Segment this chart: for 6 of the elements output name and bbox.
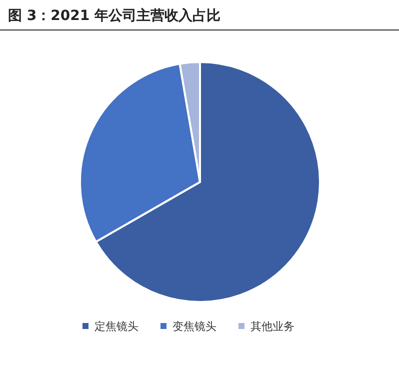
legend-label: 变焦镜头: [172, 320, 216, 333]
chart-title: 图 3：2021 年公司主营收入占比: [8, 7, 220, 24]
pie-slice: [178, 61, 201, 183]
pie-slice: [79, 62, 201, 243]
legend-label: 定焦镜头: [94, 320, 138, 333]
legend-label: 其他业务: [250, 320, 294, 333]
